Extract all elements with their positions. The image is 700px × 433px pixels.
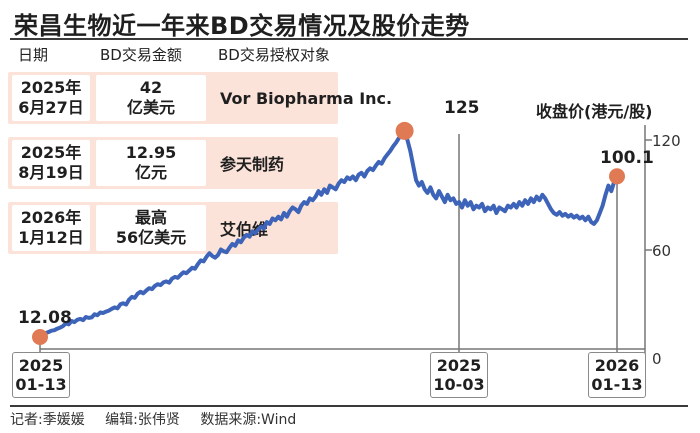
deal-amount-unit: 亿元 [134, 163, 167, 182]
header-date: 日期 [18, 46, 49, 64]
deal-party: Vor Biopharma Inc. [220, 72, 392, 124]
deal-amount-value: 42 [139, 78, 163, 97]
end-date-box: 2026 01-13 [588, 352, 646, 398]
peak-date-box: 2025 10-03 [430, 352, 488, 398]
peak-marker [395, 121, 414, 140]
footer-editor: 编辑:张伟贤 [105, 412, 180, 428]
start-date-day: 01-13 [15, 375, 67, 394]
start-date-year: 2025 [18, 356, 64, 375]
peak-value-label: 125 [444, 98, 480, 118]
y-tick-label-60: 60 [652, 242, 672, 260]
deal-date-year: 2025年 [20, 143, 82, 162]
deal-date-year: 2025年 [20, 78, 82, 97]
start-date-box: 2025 01-13 [12, 352, 70, 398]
end-date-day: 01-13 [591, 375, 643, 394]
deal-party-name: 参天制药 [220, 155, 285, 174]
deal-amount: 12.95 亿元 [96, 140, 206, 186]
deal-date-day: 8月19日 [18, 163, 84, 182]
deal-party: 参天制药 [220, 137, 284, 189]
deal-amount-value: 最高 [134, 208, 167, 227]
deal-date-year: 2026年 [20, 208, 82, 227]
deal-amount: 最高 56亿美元 [96, 205, 206, 251]
end-date-year: 2026 [594, 356, 640, 375]
deal-amount: 42 亿美元 [96, 75, 206, 121]
price-line [38, 128, 619, 339]
y-axis-label: 收盘价(港元/股) [536, 102, 653, 121]
peak-date-day: 10-03 [433, 375, 485, 394]
title-rule-top [10, 38, 688, 40]
deal-row-2: 2025年 8月19日 12.95 亿元 参天制药 [8, 137, 338, 189]
footer-source: 数据来源:Wind [200, 412, 297, 428]
deal-row-3: 2026年 1月12日 最高 56亿美元 艾伯维 [8, 202, 338, 254]
chart-title: 荣昌生物近一年来BD交易情况及股价走势 [14, 12, 470, 40]
footer-credits: 记者:季媛媛 编辑:张伟贤 数据来源:Wind [10, 409, 312, 429]
end-marker [609, 168, 625, 185]
deal-date: 2025年 8月19日 [12, 140, 90, 186]
deal-date-day: 1月12日 [18, 228, 84, 247]
start-value-label: 12.08 [18, 308, 72, 328]
deal-date-day: 6月27日 [18, 98, 84, 117]
y-tick-label-0: 0 [652, 350, 662, 368]
deal-party-name: Vor Biopharma Inc. [220, 88, 393, 108]
deal-date: 2025年 6月27日 [12, 75, 90, 121]
title-rule-bottom [10, 405, 688, 407]
deal-amount-unit: 亿美元 [126, 98, 175, 117]
deal-amount-unit: 56亿美元 [115, 228, 187, 247]
deal-amount-value: 12.95 [125, 143, 177, 162]
peak-date-year: 2025 [436, 356, 482, 375]
footer-reporter: 记者:季媛媛 [10, 412, 85, 428]
header-party: BD交易授权对象 [218, 46, 330, 64]
header-amount: BD交易金额 [100, 46, 182, 64]
deal-date: 2026年 1月12日 [12, 205, 90, 251]
start-marker [32, 329, 48, 345]
deal-row-1: 2025年 6月27日 42 亿美元 Vor Biopharma Inc. [8, 72, 392, 124]
y-tick-label-120: 120 [652, 132, 681, 150]
end-value-label: 100.1 [600, 148, 654, 168]
